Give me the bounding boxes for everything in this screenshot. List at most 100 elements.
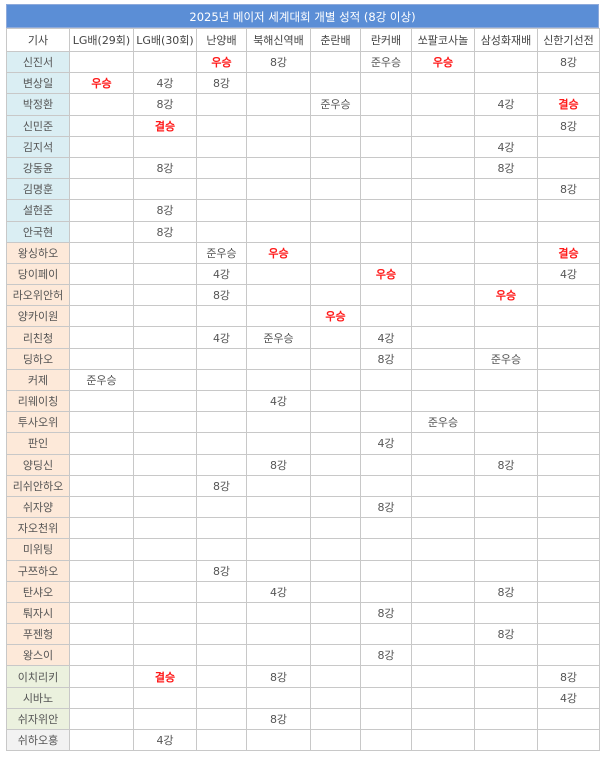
player-name: 판인 xyxy=(6,432,70,455)
result-cell xyxy=(69,262,134,286)
result-cell xyxy=(69,156,134,180)
result-cell xyxy=(537,495,600,519)
player-name: 김지석 xyxy=(6,135,70,158)
result-cell xyxy=(310,644,361,667)
result-cell xyxy=(310,72,361,95)
player-name: 양카이원 xyxy=(6,305,70,328)
result-cell xyxy=(69,50,134,74)
table-row: 리웨이칭 4강 xyxy=(6,389,600,413)
player-name: 리친청 xyxy=(6,326,70,349)
result-cell xyxy=(360,284,412,307)
result-cell xyxy=(246,135,311,158)
result-cell: 8강 xyxy=(360,495,412,519)
result-cell: 준우승 xyxy=(310,93,361,116)
column-header: 삼성화재배 xyxy=(474,28,538,52)
result-cell xyxy=(69,305,134,328)
result-cell xyxy=(133,495,197,519)
player-name: 박정환 xyxy=(6,93,70,116)
player-name: 구쯔하오 xyxy=(6,559,70,582)
result-cell xyxy=(310,241,361,264)
result-cell xyxy=(360,728,412,752)
result-cell xyxy=(537,284,600,307)
result-cell xyxy=(133,644,197,667)
result-cell xyxy=(69,559,134,582)
result-cell xyxy=(246,495,311,519)
result-cell xyxy=(411,728,475,752)
result-cell xyxy=(69,220,134,243)
result-cell: 준우승 xyxy=(474,347,538,370)
result-cell xyxy=(196,453,247,476)
result-cell xyxy=(310,262,361,286)
result-cell xyxy=(246,538,311,561)
result-cell xyxy=(133,326,197,349)
result-cell xyxy=(474,538,538,561)
result-cell xyxy=(246,93,311,116)
result-cell xyxy=(360,199,412,222)
result-cell xyxy=(310,178,361,201)
table-row: 설현준 8강 xyxy=(6,199,600,222)
player-name: 안국현 xyxy=(6,220,70,243)
result-cell xyxy=(246,347,311,370)
result-cell xyxy=(537,347,600,370)
result-cell xyxy=(133,305,197,328)
result-cell xyxy=(411,114,475,137)
result-cell xyxy=(196,728,247,752)
result-cell: 우승 xyxy=(360,262,412,286)
result-cell xyxy=(474,199,538,222)
table-row: 왕싱하오 준우승 우승 결승 xyxy=(6,241,600,264)
player-name: 왕싱하오 xyxy=(6,241,70,264)
result-cell xyxy=(133,368,197,392)
result-cell xyxy=(537,623,600,646)
result-cell xyxy=(537,135,600,158)
result-cell: 8강 xyxy=(246,50,311,74)
result-cell xyxy=(133,262,197,286)
result-cell xyxy=(360,114,412,137)
player-name: 이치리키 xyxy=(6,665,70,688)
result-cell xyxy=(310,623,361,646)
player-name: 리쉬안하오 xyxy=(6,474,70,497)
result-cell xyxy=(537,389,600,413)
player-name: 라오위안허 xyxy=(6,284,70,307)
column-header: 쏘팔코사놀 xyxy=(411,28,475,52)
result-cell xyxy=(133,601,197,625)
result-cell: 우승 xyxy=(310,305,361,328)
result-cell xyxy=(310,538,361,561)
result-cell xyxy=(69,284,134,307)
result-cell xyxy=(196,199,247,222)
result-cell xyxy=(69,623,134,646)
result-cell xyxy=(246,517,311,540)
result-cell xyxy=(537,707,600,731)
column-header: LG배(29회) xyxy=(69,28,134,52)
result-cell: 8강 xyxy=(246,453,311,476)
result-cell xyxy=(196,432,247,455)
result-cell: 8강 xyxy=(133,220,197,243)
result-cell xyxy=(360,241,412,264)
result-cell xyxy=(196,686,247,709)
result-cell xyxy=(474,114,538,137)
result-cell: 4강 xyxy=(196,262,247,286)
table-row: 미위팅 xyxy=(6,538,600,561)
result-cell xyxy=(537,326,600,349)
result-cell xyxy=(196,347,247,370)
result-cell xyxy=(69,199,134,222)
result-cell xyxy=(133,707,197,731)
result-cell xyxy=(411,623,475,646)
result-cell xyxy=(411,199,475,222)
result-cell: 8강 xyxy=(474,453,538,476)
result-cell xyxy=(69,114,134,137)
result-cell xyxy=(474,389,538,413)
result-cell xyxy=(411,559,475,582)
result-cell xyxy=(310,559,361,582)
result-cell: 결승 xyxy=(133,114,197,137)
result-cell xyxy=(196,580,247,603)
result-cell xyxy=(133,474,197,497)
result-cell xyxy=(537,411,600,434)
result-cell xyxy=(537,644,600,667)
player-name: 딩하오 xyxy=(6,347,70,370)
result-cell xyxy=(196,538,247,561)
result-cell xyxy=(310,389,361,413)
result-cell xyxy=(310,601,361,625)
result-cell xyxy=(133,623,197,646)
result-cell xyxy=(411,72,475,95)
result-cell xyxy=(411,326,475,349)
